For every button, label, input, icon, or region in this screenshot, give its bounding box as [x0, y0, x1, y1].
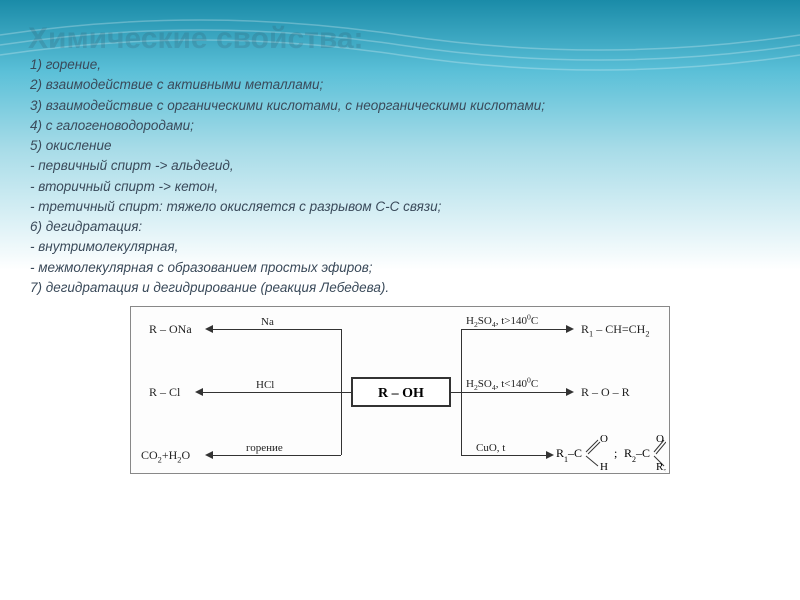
properties-list: 1) горение, 2) взаимодействие с активным…: [30, 55, 770, 298]
arrow-head-icon: [546, 451, 554, 459]
center-compound: R – OH: [351, 377, 451, 407]
arrow-head-icon: [205, 451, 213, 459]
list-item: 7) дегидратация и дегидрирование (реакци…: [30, 278, 770, 298]
arrow: [211, 329, 341, 330]
reagent-label: Na: [261, 316, 274, 328]
content-area: 1) горение, 2) взаимодействие с активным…: [0, 0, 800, 484]
list-item: - вторичный спирт -> кетон,: [30, 177, 770, 197]
svg-text:R1–C: R1–C: [556, 446, 582, 464]
list-item: - внутримолекулярная,: [30, 237, 770, 257]
list-item: - третичный спирт: тяжело окисляется с р…: [30, 197, 770, 217]
reagent-label: H2SO4, t<1400C: [466, 378, 538, 390]
list-item: 3) взаимодействие с органическими кислот…: [30, 96, 770, 116]
svg-text:;: ;: [614, 446, 617, 460]
product-left-bottom: CO2+H2O: [141, 448, 190, 463]
list-item: 6) дегидратация:: [30, 217, 770, 237]
arrow: [211, 455, 341, 456]
reagent-label: H2SO4, t>1400C: [466, 315, 538, 327]
aldehyde-ketone-structure: R1–C O H ; R2–C O R3: [556, 432, 666, 472]
svg-text:O: O: [600, 433, 608, 445]
svg-text:R3: R3: [656, 461, 666, 472]
arrow: [461, 455, 546, 456]
reagent-label: HCl: [256, 379, 274, 391]
list-item: 2) взаимодействие с активными металлами;: [30, 75, 770, 95]
product-right-mid: R – O – R: [581, 385, 630, 400]
list-item: 5) окисление: [30, 136, 770, 156]
list-item: - межмолекулярная с образованием простых…: [30, 258, 770, 278]
reagent-label: горение: [246, 442, 283, 454]
connector: [451, 392, 461, 393]
product-right-top: R1 – CH=CH2: [581, 322, 650, 337]
connector: [341, 392, 351, 393]
list-item: - первичный спирт -> альдегид,: [30, 156, 770, 176]
arrow-head-icon: [566, 388, 574, 396]
arrow-head-icon: [195, 388, 203, 396]
arrow: [201, 392, 341, 393]
reagent-label: CuO, t: [476, 442, 505, 454]
arrow-head-icon: [566, 325, 574, 333]
list-item: 4) с галогеноводородами;: [30, 116, 770, 136]
svg-text:H: H: [600, 461, 608, 472]
reaction-diagram: R – OH R – ONa Na R – Cl HCl CO2+H2O гор…: [130, 306, 670, 474]
svg-text:R2–C: R2–C: [624, 446, 650, 464]
list-item: 1) горение,: [30, 55, 770, 75]
svg-text:O: O: [656, 433, 664, 445]
arrow-head-icon: [205, 325, 213, 333]
product-left-mid: R – Cl: [149, 385, 180, 400]
product-left-top: R – ONa: [149, 322, 192, 337]
